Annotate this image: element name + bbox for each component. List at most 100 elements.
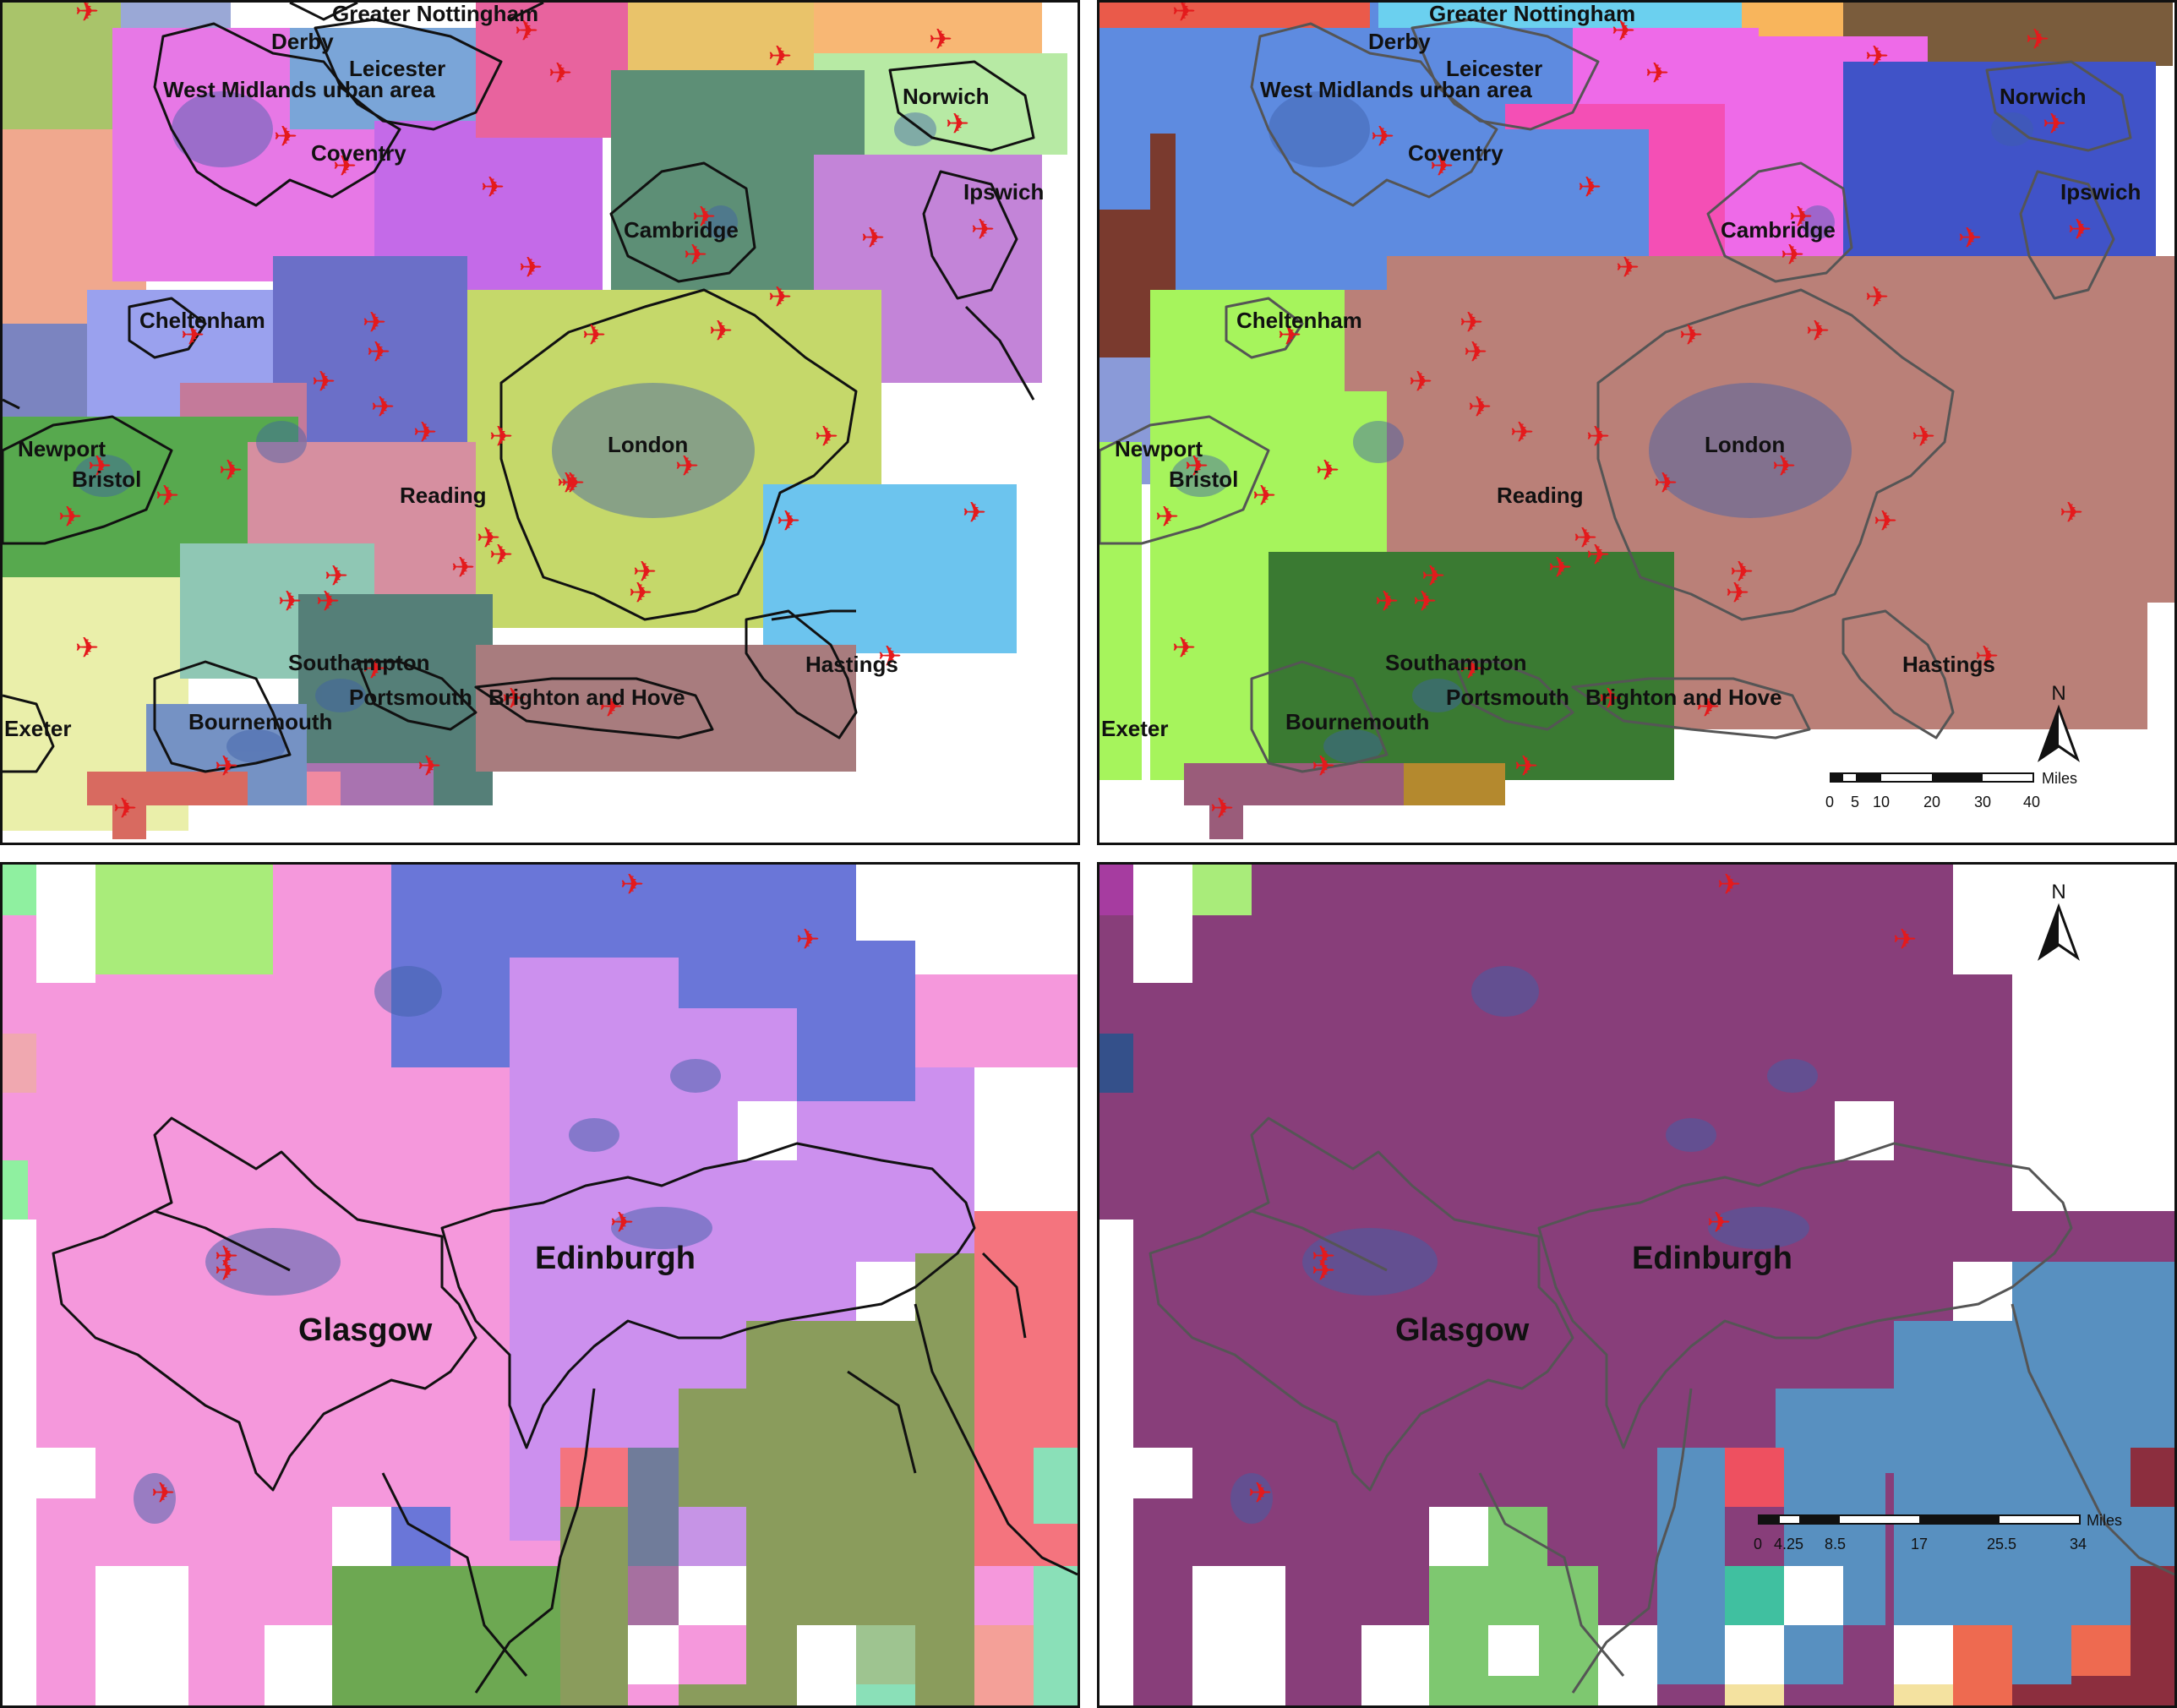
city-label: Reading xyxy=(1497,483,1584,508)
svg-text:Miles: Miles xyxy=(2042,770,2077,787)
svg-text:✈: ✈ xyxy=(88,450,112,483)
svg-text:✈: ✈ xyxy=(1912,420,1936,454)
settlement-dots xyxy=(74,91,936,763)
city-label: Derby xyxy=(271,29,334,54)
svg-text:✈: ✈ xyxy=(151,1476,176,1510)
city-label: Ipswich xyxy=(963,179,1044,205)
city-label: Newport xyxy=(1115,436,1203,461)
svg-text:✈: ✈ xyxy=(1730,555,1754,589)
svg-text:✈: ✈ xyxy=(215,1254,239,1288)
svg-text:✈: ✈ xyxy=(1806,314,1831,348)
city-label: Norwich xyxy=(903,84,990,109)
svg-text:✈: ✈ xyxy=(156,479,180,513)
svg-text:✈: ✈ xyxy=(557,467,581,500)
city-label: Leicester xyxy=(1446,56,1542,81)
city-label: Cheltenham xyxy=(1236,308,1362,333)
svg-text:✈: ✈ xyxy=(1371,120,1395,154)
svg-text:✈: ✈ xyxy=(777,505,801,538)
city-label: West Midlands urban area xyxy=(163,77,435,102)
city-label: Coventry xyxy=(1408,140,1503,166)
svg-text:✈: ✈ xyxy=(1578,171,1602,205)
svg-text:✈: ✈ xyxy=(1874,505,1898,538)
svg-text:✈: ✈ xyxy=(1316,454,1340,488)
city-label: Norwich xyxy=(2000,84,2087,109)
svg-text:✈: ✈ xyxy=(451,551,476,585)
svg-text:✈: ✈ xyxy=(1312,750,1336,783)
city-label: Glasgow xyxy=(1395,1312,1530,1348)
svg-text:✈: ✈ xyxy=(1312,1240,1336,1274)
svg-text:✈: ✈ xyxy=(1514,750,1539,783)
city-label: Bournemouth xyxy=(1285,709,1429,734)
urban-boundaries xyxy=(1149,1116,2174,1694)
svg-text:✈: ✈ xyxy=(1409,365,1433,399)
svg-text:✈: ✈ xyxy=(1772,450,1797,483)
airport-markers: ✈✈✈ ✈ ✈✈ ✈✈✈ ✈✈✈ ✈ ✈✈ ✈ ✈✈ ✈✈✈ ✈✈ ✈ ✈✈✈ ✈✈ ✈ … xyxy=(58,3,996,826)
svg-text:✈: ✈ xyxy=(878,640,903,674)
scale-bar: Miles 0 5 10 20 30 40 xyxy=(1825,770,2077,810)
svg-text:✈: ✈ xyxy=(815,420,839,454)
svg-text:✈: ✈ xyxy=(515,14,539,48)
svg-text:✈: ✈ xyxy=(489,538,514,572)
svg-text:✈: ✈ xyxy=(1468,390,1492,424)
city-label: Greater Nottingham xyxy=(1429,3,1635,26)
svg-text:✈: ✈ xyxy=(312,365,336,399)
svg-text:✈: ✈ xyxy=(1510,416,1535,450)
airport-markers: ✈ ✈ ✈ ✈ ✈ ✈ xyxy=(1248,868,1918,1510)
svg-text:8.5: 8.5 xyxy=(1825,1536,1846,1552)
map-panel-scotland-right: ✈ ✈ ✈ ✈ ✈ ✈ Edinburgh Glasgow N Miles 0 … xyxy=(1097,862,2177,1708)
svg-text:✈: ✈ xyxy=(371,390,396,424)
city-label: Exeter xyxy=(1101,716,1169,741)
city-label: Cheltenham xyxy=(139,308,265,333)
svg-text:4.25: 4.25 xyxy=(1774,1536,1803,1552)
city-label: West Midlands urban area xyxy=(1260,77,1532,102)
city-label: Cambridge xyxy=(1721,217,1836,243)
svg-text:✈: ✈ xyxy=(278,585,303,619)
map-canvas: ✈ ✈ ✈ ✈ ✈ ✈ Edinburgh Glasgow N Miles 0 … xyxy=(1099,865,2174,1705)
cluster-regions xyxy=(3,865,1078,1705)
svg-text:✈: ✈ xyxy=(768,281,793,314)
svg-text:✈: ✈ xyxy=(1958,221,1983,255)
svg-text:✈: ✈ xyxy=(1185,450,1209,483)
svg-text:✈: ✈ xyxy=(1865,281,1890,314)
svg-text:✈: ✈ xyxy=(417,750,442,783)
svg-text:✈: ✈ xyxy=(861,221,886,255)
svg-text:✈: ✈ xyxy=(709,314,734,348)
svg-text:✈: ✈ xyxy=(1865,40,1890,74)
city-labels: Greater Nottingham Derby Leicester West … xyxy=(1101,3,2141,741)
city-labels: Greater Nottingham Derby Leicester West … xyxy=(4,3,1044,741)
cluster-regions xyxy=(1099,3,2174,839)
svg-text:✈: ✈ xyxy=(1789,200,1814,234)
city-label: Brighton and Hove xyxy=(1585,685,1782,710)
svg-text:✈: ✈ xyxy=(620,868,645,902)
svg-text:0: 0 xyxy=(1754,1536,1762,1552)
city-label: Bristol xyxy=(72,467,141,492)
svg-text:✈: ✈ xyxy=(316,585,341,619)
svg-text:✈: ✈ xyxy=(367,336,391,369)
svg-text:✈: ✈ xyxy=(1248,1476,1273,1510)
svg-text:✈: ✈ xyxy=(1599,682,1623,716)
svg-text:✈: ✈ xyxy=(768,40,793,74)
svg-text:✈: ✈ xyxy=(633,555,657,589)
svg-text:✈: ✈ xyxy=(796,923,821,957)
svg-text:✈: ✈ xyxy=(2026,23,2050,57)
svg-text:✈: ✈ xyxy=(1893,923,1918,957)
svg-text:0: 0 xyxy=(1825,794,1834,810)
svg-text:✈: ✈ xyxy=(1278,319,1302,352)
svg-text:✈: ✈ xyxy=(1975,640,2000,674)
north-arrow-icon: N xyxy=(2037,682,2081,762)
svg-text:34: 34 xyxy=(2070,1536,2087,1552)
svg-text:✈: ✈ xyxy=(2068,213,2092,247)
svg-text:✈: ✈ xyxy=(2060,496,2084,530)
svg-text:✈: ✈ xyxy=(1696,690,1721,724)
svg-text:✈: ✈ xyxy=(610,1206,635,1240)
urban-boundaries xyxy=(3,3,1035,773)
city-label: Glasgow xyxy=(298,1312,433,1348)
svg-text:✈: ✈ xyxy=(582,319,607,352)
city-label: Cambridge xyxy=(624,217,739,243)
svg-text:✈: ✈ xyxy=(75,3,100,29)
city-label: Leicester xyxy=(349,56,445,81)
city-label: Southampton xyxy=(1385,650,1527,675)
city-labels: Edinburgh Glasgow xyxy=(1395,1241,1792,1348)
map-canvas: ✈ ✈ ✈ ✈ ✈ ✈ ✈ ✈ ✈ ✈ ✈ ✈ ✈ ✈ ✈ ✈ ✈ ✈ ✈ ✈ ✈ ✈ ✈ ✈ ✈ ✈ ✈ ✈ ✈ ✈… xyxy=(1099,3,2174,839)
svg-text:✈: ✈ xyxy=(1781,238,1805,272)
